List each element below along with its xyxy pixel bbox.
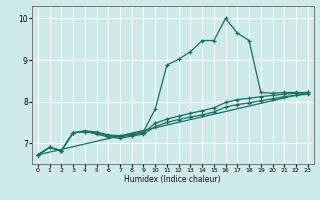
X-axis label: Humidex (Indice chaleur): Humidex (Indice chaleur) <box>124 175 221 184</box>
